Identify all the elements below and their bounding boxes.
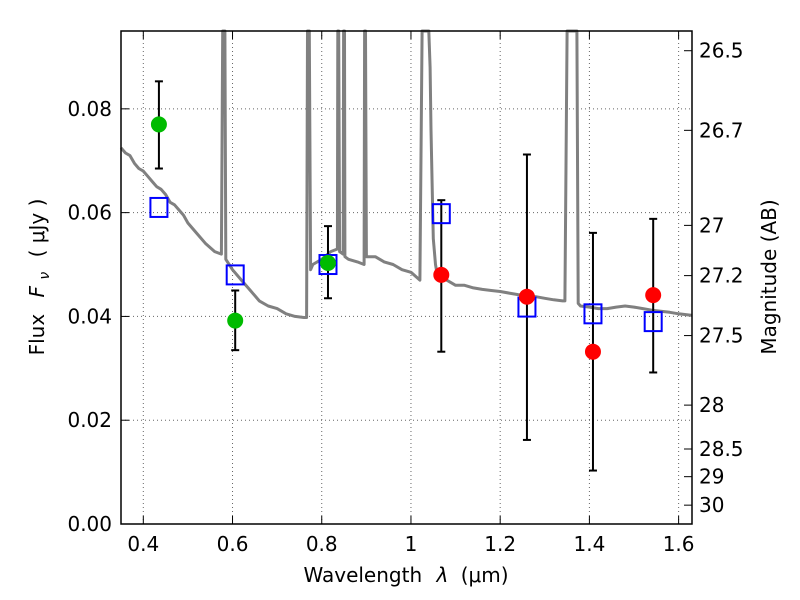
x-axis-label-text: Wavelength [303,563,422,587]
photometry-dots [150,116,662,360]
x-tick-label: 1.2 [484,532,516,556]
x-tick-label: 1.4 [573,532,605,556]
magnitude-axis-label: Magnitude (AB) [757,199,781,354]
x-tick-label: 1 [405,532,418,556]
magnitude-tick-label: 26.7 [699,118,744,142]
red-photometry-dot [645,287,662,304]
magnitude-tick-label: 28 [699,393,724,417]
y-tick-label: 0.08 [67,97,112,121]
magnitude-axis-ticks: 26.5 26.7 27 27.2 27.5 28 28.5 29 30 [684,39,744,517]
magnitude-tick-label: 28.5 [699,437,744,461]
plot-frame [120,30,693,525]
y-axis-label: Flux F ν ( μJy ) [25,199,54,356]
red-photometry-dot [584,343,601,360]
y-axis-label-symbol: F [25,285,49,297]
model-sed-curve [119,29,693,319]
magnitude-tick-label: 27 [699,213,724,237]
x-axis-ticks: 0.4 0.6 0.8 1 1.2 1.4 1.6 [127,31,695,556]
y-axis-label-unit: ( μJy ) [25,199,49,258]
y-axis-ticks: 0.00 0.02 0.04 0.06 0.08 [67,97,129,536]
x-tick-label: 0.6 [217,532,249,556]
x-tick-label: 1.6 [663,532,695,556]
y-axis-label-text: Flux [25,314,49,356]
green-photometry-dot [150,116,167,133]
red-photometry-dot [433,266,450,283]
model-photometry-square [431,203,451,225]
y-tick-label: 0.04 [67,304,112,328]
model-photometry-square [643,311,663,333]
sed-line [119,29,693,319]
magnitude-tick-label: 30 [699,493,724,517]
magnitude-tick-label: 29 [699,465,724,489]
x-tick-label: 0.4 [127,532,159,556]
magnitude-tick-label: 27.5 [699,324,744,348]
magnitude-tick-label: 27.2 [699,264,744,288]
y-tick-label: 0.02 [67,408,112,432]
error-bars [154,80,658,472]
grid-lines [121,31,692,525]
red-photometry-dot [518,288,535,305]
x-axis-label-symbol: λ [436,563,449,587]
green-photometry-dot [227,312,244,329]
y-axis-label-subscript: ν [37,272,53,280]
green-photometry-dot [319,254,336,271]
y-tick-label: 0.06 [67,201,112,225]
model-photometry-square [583,303,603,325]
x-axis-label: Wavelength λ (μm) [303,563,508,587]
magnitude-tick-label: 26.5 [699,39,744,63]
model-photometry-square [225,264,245,286]
model-photometry-square [149,196,169,218]
x-tick-label: 0.8 [306,532,338,556]
plot-border [120,30,693,525]
y-tick-label: 0.00 [67,512,112,536]
x-axis-label-unit: (μm) [461,563,509,587]
